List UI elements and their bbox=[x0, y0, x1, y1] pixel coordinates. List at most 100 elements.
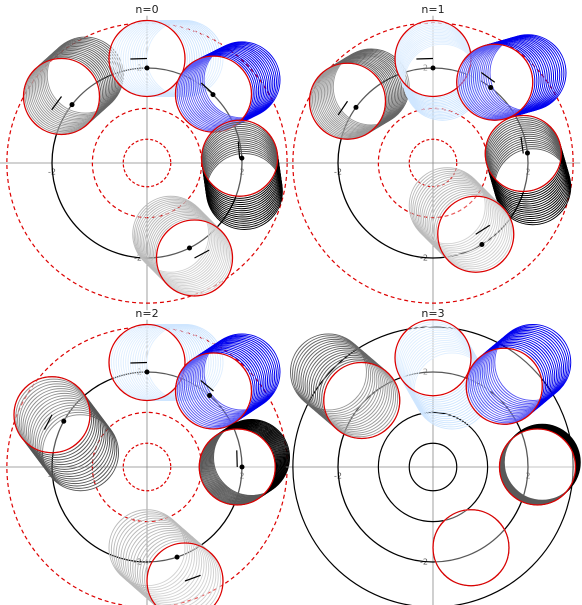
cylinder-ring bbox=[490, 326, 568, 404]
cylinder-ring bbox=[401, 37, 479, 115]
cylinder-ring bbox=[319, 56, 397, 134]
cylinder-ring bbox=[185, 50, 263, 128]
cylinder-ring bbox=[29, 397, 107, 475]
cylinder-ring bbox=[408, 344, 486, 422]
cylinder-ring bbox=[20, 385, 98, 463]
ring bbox=[292, 326, 574, 605]
cylinder-ring bbox=[201, 42, 279, 120]
cylinder-ring bbox=[503, 423, 581, 501]
cylinder-ring bbox=[489, 131, 567, 209]
cylinder-ring bbox=[185, 345, 263, 423]
end-circle bbox=[432, 509, 510, 587]
cylinder-ring bbox=[127, 525, 205, 603]
cylinder-ring bbox=[326, 52, 404, 130]
cylinder-ring bbox=[480, 335, 557, 413]
cylinder-ring bbox=[304, 345, 382, 423]
point bbox=[61, 418, 67, 424]
cylinder-ring bbox=[192, 340, 270, 418]
cylinder-ring bbox=[481, 36, 559, 114]
ring bbox=[337, 371, 529, 563]
cylinder-ring bbox=[419, 177, 497, 255]
cylinder-ring bbox=[325, 52, 403, 130]
cylinder-ring bbox=[319, 358, 397, 436]
cylinder-ring bbox=[134, 532, 212, 605]
ring bbox=[408, 442, 458, 492]
cylinder-ring bbox=[322, 54, 400, 132]
cylinder-ring bbox=[180, 348, 258, 426]
cylinder-ring bbox=[201, 334, 279, 412]
cylinder-ring bbox=[24, 56, 102, 134]
panel-title: n=3 bbox=[421, 307, 444, 320]
cylinder-ring bbox=[399, 33, 477, 111]
cylinder-ring bbox=[144, 207, 222, 285]
cylinder-ring bbox=[296, 338, 374, 416]
panel: n=0-2 2-22 bbox=[0, 3, 295, 311]
cylinder-ring bbox=[40, 411, 118, 489]
cylinder-ring bbox=[396, 323, 474, 401]
ring bbox=[408, 138, 458, 188]
cylinder-ring bbox=[212, 419, 290, 497]
cylinder-ring bbox=[472, 341, 550, 419]
cylinder-ring bbox=[133, 197, 211, 275]
cylinder-ring bbox=[129, 527, 207, 605]
cylinder-ring bbox=[316, 58, 394, 136]
cylinder-ring bbox=[183, 346, 261, 424]
cylinder-ring bbox=[320, 55, 398, 133]
cylinder-ring bbox=[196, 44, 274, 122]
cylinder-ring bbox=[17, 381, 95, 458]
point bbox=[524, 150, 530, 156]
cylinder-ring bbox=[206, 423, 284, 501]
cylinder-ring bbox=[204, 424, 282, 502]
arrow bbox=[475, 224, 491, 235]
point bbox=[239, 464, 245, 470]
cylinder-ring bbox=[471, 343, 549, 421]
ring bbox=[122, 138, 172, 188]
cylinder-ring bbox=[203, 333, 281, 411]
cylinder-ring bbox=[145, 209, 223, 287]
cylinder-ring bbox=[302, 344, 380, 422]
cylinder-ring bbox=[132, 530, 210, 605]
cylinder-ring bbox=[141, 204, 219, 282]
cylinder-ring bbox=[414, 172, 492, 250]
cylinder-ring bbox=[141, 538, 219, 605]
cylinder-ring bbox=[306, 347, 384, 425]
cylinder-ring bbox=[209, 421, 287, 499]
cylinder-ring bbox=[37, 44, 115, 122]
cylinder-ring bbox=[488, 328, 566, 406]
arrow bbox=[520, 136, 524, 154]
cylinder-ring bbox=[176, 351, 254, 429]
cylinder-ring bbox=[198, 337, 276, 415]
end-circle bbox=[394, 319, 472, 397]
cylinder-ring bbox=[423, 181, 500, 259]
cylinder-ring bbox=[137, 534, 214, 605]
cylinder-ring bbox=[485, 331, 563, 409]
cylinder-ring bbox=[211, 420, 289, 498]
cylinder-ring bbox=[493, 144, 571, 222]
cylinder-ring bbox=[494, 324, 572, 401]
cylinder-ring bbox=[31, 49, 109, 127]
cylinder-ring bbox=[492, 142, 570, 220]
cylinder-ring bbox=[469, 344, 547, 422]
cylinder-ring bbox=[402, 39, 480, 117]
cylinder-ring bbox=[36, 45, 114, 123]
cylinder-ring bbox=[39, 43, 117, 121]
point bbox=[144, 65, 150, 71]
cylinder-ring bbox=[204, 424, 282, 502]
cylinder-ring bbox=[191, 341, 269, 419]
point bbox=[488, 85, 494, 91]
cylinder-ring bbox=[27, 395, 105, 473]
point bbox=[353, 104, 359, 110]
panel: n=2-2 2-22 bbox=[0, 307, 295, 605]
cylinder-ring bbox=[493, 146, 571, 224]
cylinder-ring bbox=[474, 340, 552, 418]
cylinder-ring bbox=[182, 52, 260, 130]
cylinder-ring bbox=[294, 337, 372, 415]
cylinder-ring bbox=[424, 183, 502, 261]
cylinder-ring bbox=[200, 427, 278, 505]
cylinder-ring bbox=[472, 39, 550, 116]
cylinder-ring bbox=[33, 48, 111, 126]
cylinder-ring bbox=[485, 35, 563, 113]
cylinder-ring bbox=[150, 213, 228, 291]
cylinder-ring bbox=[125, 523, 203, 601]
